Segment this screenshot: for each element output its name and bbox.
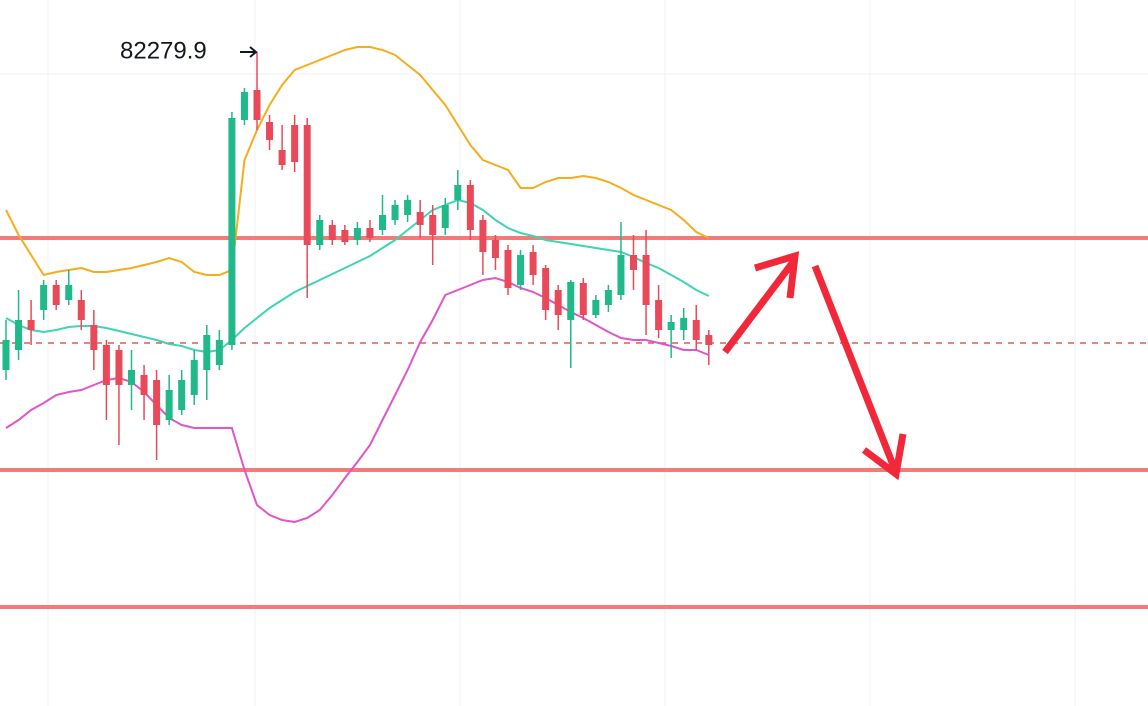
candle-body (128, 370, 135, 385)
candle-body (542, 268, 550, 310)
candle-body (579, 283, 587, 315)
candle-body (466, 185, 474, 230)
candle-body (680, 318, 688, 330)
candle-body (240, 92, 248, 120)
candle-body (40, 285, 48, 310)
candle-body (441, 205, 449, 228)
candle-body (655, 300, 663, 330)
candle-body (165, 390, 173, 420)
candle-body (454, 185, 462, 200)
candle-body (203, 335, 211, 370)
candle-body (617, 255, 625, 295)
candle-body (592, 300, 600, 315)
candle-body (705, 335, 713, 345)
candle-body (404, 200, 412, 215)
candle-body (667, 322, 675, 330)
candle-body (228, 118, 236, 345)
projection-arrows (722, 251, 907, 481)
candle-body (303, 125, 311, 245)
candle-body (190, 360, 198, 395)
candle-body (529, 252, 537, 275)
candle-body (341, 230, 349, 242)
candle-body (491, 240, 499, 258)
candle-body (429, 215, 437, 235)
candle-body (642, 255, 650, 305)
candle-body (65, 285, 73, 300)
candle-body (391, 205, 399, 220)
candle-body (178, 380, 186, 410)
candle-body (140, 375, 148, 395)
candle-body (554, 290, 562, 315)
candle-body (316, 220, 324, 245)
candle-body (278, 150, 286, 165)
candle-body (328, 225, 336, 240)
up-arrow (722, 251, 800, 355)
band-line (5, 46, 710, 277)
candle-body (15, 320, 23, 350)
candle-body (266, 122, 274, 140)
candle-body (253, 90, 261, 120)
band-line (5, 276, 710, 524)
candle-body (90, 325, 98, 350)
annotation-arrow (240, 46, 258, 58)
high-annotation: 82279.9 (120, 37, 207, 64)
candle-body (416, 212, 424, 225)
candle-body (692, 320, 700, 340)
down-arrow (811, 264, 907, 481)
candle-body (604, 290, 612, 305)
candle-body (379, 215, 386, 230)
candle-body (366, 228, 374, 238)
candle-body (479, 220, 487, 252)
plot (0, 46, 1148, 609)
candle-body (115, 350, 123, 385)
band-line (5, 198, 710, 354)
candle-body (52, 285, 60, 305)
candle-body (353, 228, 361, 240)
candle-body (291, 125, 299, 162)
candle-body (2, 340, 10, 370)
candle-body (153, 380, 161, 425)
candle-body (504, 250, 512, 288)
candle-body (630, 255, 637, 270)
candle-body (517, 255, 525, 285)
candle-body (567, 282, 575, 320)
candle-body (27, 320, 35, 330)
candle-body (215, 340, 223, 365)
candle-body (102, 345, 110, 385)
candle-body (77, 300, 85, 320)
